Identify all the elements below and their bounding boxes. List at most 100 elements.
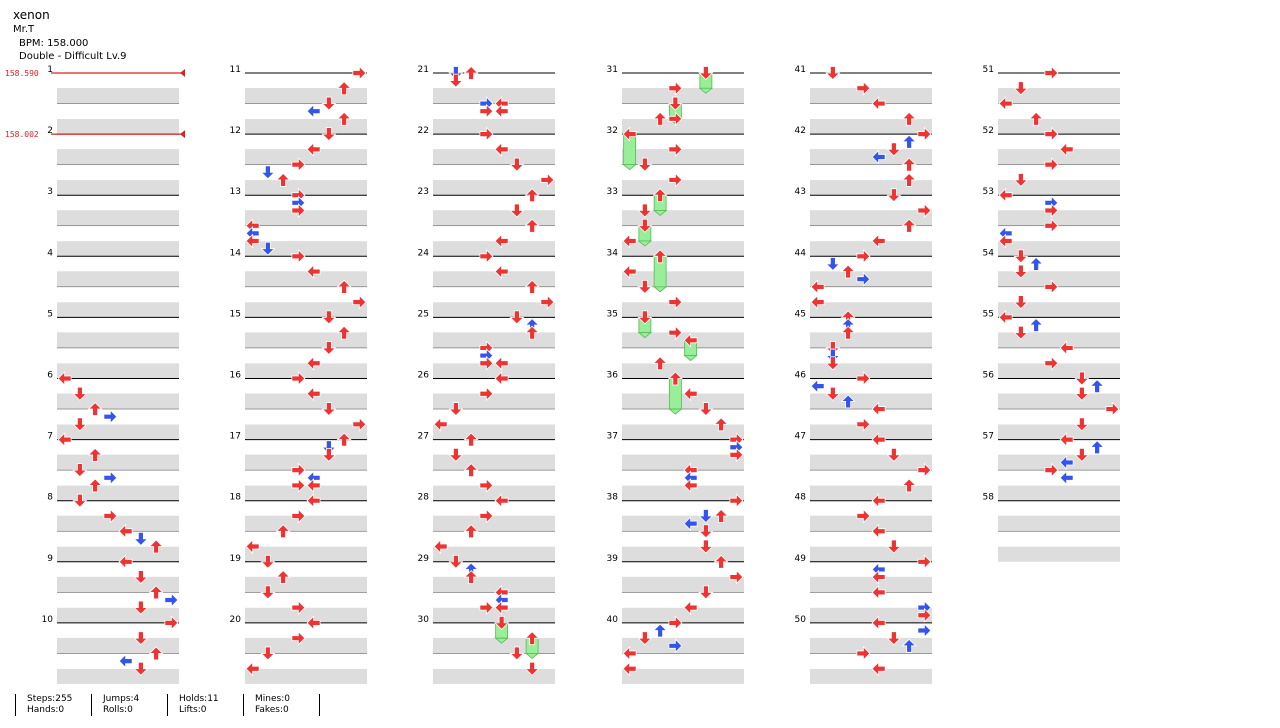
arrow-shape: [463, 432, 479, 447]
measure-2: 2: [47, 126, 179, 196]
arrow-shape: [1105, 401, 1120, 417]
step-arrow-right-icon: [479, 126, 494, 142]
measure-54: 54: [983, 248, 1120, 318]
measure-stripe: [57, 363, 179, 379]
arrow-shape: [87, 447, 103, 462]
measure-stripe: [810, 576, 932, 593]
step-arrow-up-icon: [1028, 111, 1044, 126]
step-arrow-left-icon: [494, 371, 509, 386]
measure-stripe: [57, 424, 179, 440]
measure-number: 13: [230, 187, 241, 197]
measure-43: 43: [795, 187, 932, 257]
arrow-shape: [321, 447, 337, 462]
arrow-shape: [871, 149, 886, 165]
arrow-shape: [57, 371, 72, 386]
hold-end: [622, 164, 637, 171]
step-arrow-left-icon: [998, 96, 1013, 112]
hold-end: [698, 87, 713, 94]
arrow-shape: [729, 447, 744, 463]
step-arrow-up-icon: [901, 134, 917, 149]
measure-stripe: [998, 302, 1120, 318]
bpm-change-marker: 158.002: [5, 130, 185, 139]
arrow-shape: [336, 279, 352, 294]
step-arrow-left-icon: [871, 493, 886, 509]
song-artist: Mr.T: [13, 24, 35, 35]
step-arrow-up-icon: [652, 623, 668, 638]
measure-13: 13: [230, 187, 367, 257]
step-arrow-left-icon: [57, 432, 72, 448]
arrow-shape: [524, 325, 540, 340]
step-arrow-left-icon: [1059, 470, 1074, 486]
step-arrow-down-icon: [1074, 417, 1090, 432]
arrow-shape: [1013, 249, 1029, 264]
arrow-shape: [683, 516, 698, 532]
arrow-shape: [260, 554, 276, 569]
arrow-shape: [463, 570, 479, 584]
arrow-shape: [306, 615, 321, 631]
arrow-shape: [856, 645, 871, 661]
measure-1: 1: [47, 65, 179, 134]
arrow-shape: [622, 645, 637, 661]
arrow-shape: [998, 233, 1013, 249]
step-arrow-left-icon: [998, 309, 1013, 325]
measure-51: 51: [983, 65, 1120, 134]
arrow-shape: [133, 600, 149, 615]
arrow-shape: [856, 80, 871, 96]
measure-stripe: [998, 546, 1120, 562]
step-arrow-right-icon: [1044, 462, 1059, 478]
measure-stripe: [810, 607, 932, 623]
arrow-shape: [713, 508, 729, 523]
arrow-shape: [306, 386, 321, 402]
step-arrow-left-icon: [622, 233, 637, 249]
step-arrow-down-icon: [698, 524, 714, 539]
arrow-shape: [917, 623, 932, 639]
arrow-shape: [463, 463, 479, 478]
arrow-shape: [622, 233, 637, 249]
step-arrow-down-icon: [260, 646, 276, 661]
arrow-shape: [825, 66, 841, 81]
arrow-shape: [1074, 371, 1090, 386]
stat-top: Steps:255: [27, 694, 73, 704]
arrow-shape: [668, 111, 683, 127]
measure-stripe: [433, 332, 555, 349]
arrow-shape: [667, 371, 683, 386]
arrow-shape: [509, 310, 525, 325]
step-arrow-right-icon: [291, 477, 306, 493]
step-arrow-down-icon: [321, 96, 337, 111]
step-arrow-left-icon: [871, 661, 886, 677]
step-arrow-right-icon: [668, 172, 683, 188]
measure-48: 48: [795, 493, 932, 562]
hold-end: [494, 637, 509, 644]
arrow-shape: [336, 325, 352, 340]
step-arrow-left-icon: [871, 149, 886, 165]
measure-20: 20: [230, 615, 367, 684]
measure-stripe: [810, 546, 932, 562]
measure-47: 47: [795, 432, 932, 501]
step-arrow-down-icon: [72, 493, 88, 508]
measure-stripe: [433, 637, 555, 654]
arrow-shape: [479, 126, 494, 142]
step-arrow-right-icon: [729, 447, 744, 463]
stat-bottom: Hands:0: [27, 705, 65, 715]
step-arrow-up-icon: [713, 508, 729, 523]
arrow-shape: [72, 493, 88, 508]
step-arrow-down-icon: [698, 509, 714, 524]
step-arrow-down-icon: [637, 218, 653, 247]
measure-stripe: [810, 363, 932, 379]
arrow-shape: [118, 554, 133, 570]
arrow-shape: [668, 141, 683, 157]
arrow-shape: [1028, 111, 1044, 126]
arrow-shape: [871, 569, 886, 585]
measure-stripe: [433, 454, 555, 471]
step-arrow-down-icon: [825, 257, 841, 272]
step-arrow-down-icon: [72, 386, 88, 401]
measure-6: 6: [47, 371, 179, 440]
step-arrow-right-icon: [668, 638, 683, 654]
arrow-shape: [72, 386, 88, 401]
arrow-shape: [321, 402, 337, 417]
measure-number: 3: [47, 187, 53, 197]
step-arrow-left-icon: [1059, 340, 1074, 356]
measure-stripe: [57, 241, 179, 257]
step-arrow-left-icon: [871, 615, 886, 631]
step-arrow-down-icon: [825, 341, 841, 356]
